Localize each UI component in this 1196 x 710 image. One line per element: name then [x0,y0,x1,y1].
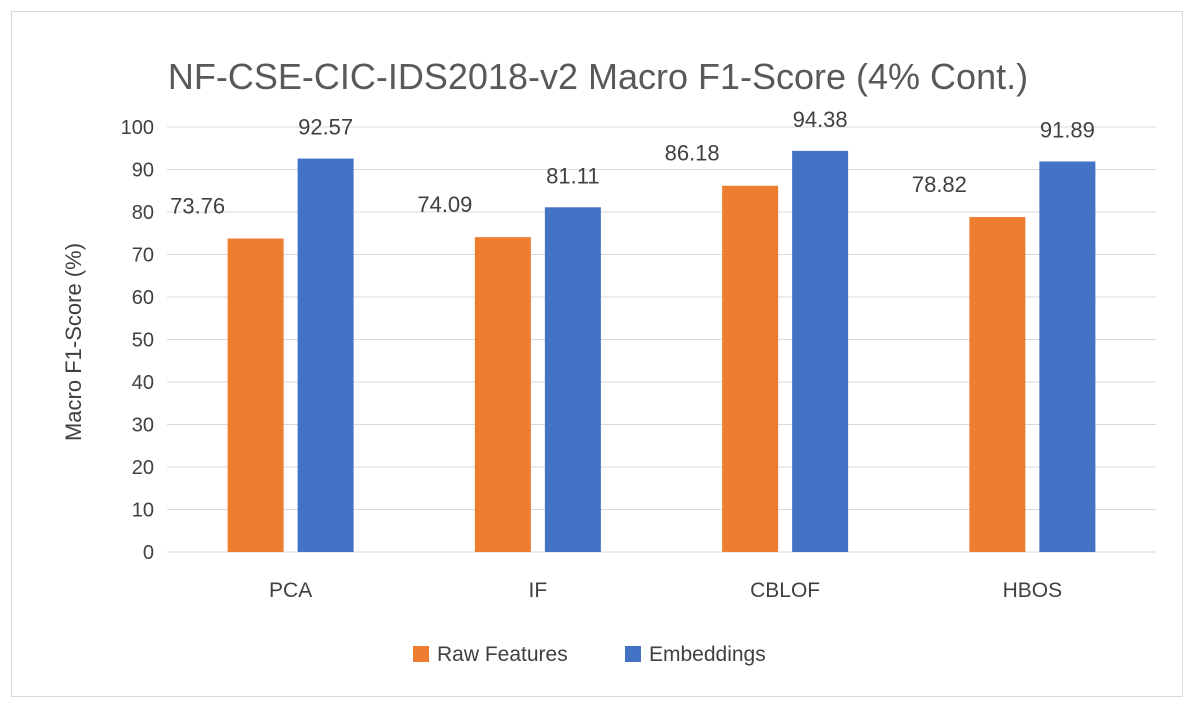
y-tick-label: 10 [132,500,154,522]
y-axis-ticks: 0 10 20 30 40 50 60 70 80 90 100 [121,117,154,564]
chart-title: NF-CSE-CIC-IDS2018-v2 Macro F1-Score (4%… [168,56,1028,97]
x-category-label: IF [529,579,548,602]
legend-label-embeddings: Embeddings [649,643,766,666]
bar-pca-embeddings [297,158,354,552]
bar-if-embeddings [544,207,601,552]
bar-if-raw-features [474,237,531,552]
y-tick-label: 60 [132,287,154,309]
bar-hbos-raw-features [969,217,1026,552]
data-labels: 73.76 92.57 74.09 81.11 86.18 94.38 78.82 91.89 [170,107,1095,219]
data-label-if-embeddings: 81.11 [546,163,599,188]
data-label-cblof-embeddings: 94.38 [793,107,848,132]
x-category-label: HBOS [1003,579,1063,602]
chart-frame: NF-CSE-CIC-IDS2018-v2 Macro F1-Score (4%… [11,11,1183,697]
bar-cblof-raw-features [722,185,779,553]
legend-swatch-raw-features [413,646,429,662]
x-axis-categories: PCA IF CBLOF HBOS [269,579,1062,602]
y-tick-label: 70 [132,245,154,267]
x-category-label: CBLOF [750,579,820,602]
data-label-pca-embeddings: 92.57 [298,115,353,140]
y-tick-label: 40 [132,372,154,394]
y-tick-label: 50 [132,330,154,352]
y-axis-title: Macro F1-Score (%) [61,243,86,441]
y-tick-label: 80 [132,202,154,224]
y-tick-label: 0 [143,542,154,564]
chart-svg: NF-CSE-CIC-IDS2018-v2 Macro F1-Score (4%… [61,56,1156,666]
legend-swatch-embeddings [625,646,641,662]
y-tick-label: 30 [132,415,154,437]
data-label-cblof-raw-features: 86.18 [665,141,720,166]
data-label-hbos-raw-features: 78.82 [912,172,967,197]
bar-pca-raw-features [227,238,284,552]
bar-cblof-embeddings [792,150,849,552]
x-category-label: PCA [269,579,312,602]
data-label-if-raw-features: 74.09 [417,192,472,217]
data-label-hbos-embeddings: 91.89 [1040,117,1095,142]
data-label-pca-raw-features: 73.76 [170,194,225,219]
y-tick-label: 20 [132,457,154,479]
legend: Raw Features Embeddings [413,643,766,666]
y-tick-label: 90 [132,160,154,182]
bar-hbos-embeddings [1039,161,1096,552]
y-tick-label: 100 [121,117,154,139]
legend-label-raw-features: Raw Features [437,643,568,666]
bars [227,150,1096,553]
